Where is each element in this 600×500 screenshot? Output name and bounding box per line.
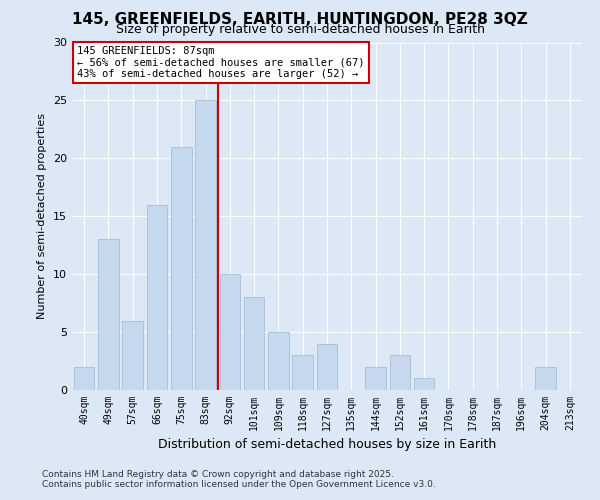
- Y-axis label: Number of semi-detached properties: Number of semi-detached properties: [37, 114, 47, 320]
- Bar: [244, 298, 265, 390]
- Bar: [292, 355, 313, 390]
- Bar: [122, 320, 143, 390]
- Bar: [365, 367, 386, 390]
- Bar: [195, 100, 216, 390]
- Text: 145, GREENFIELDS, EARITH, HUNTINGDON, PE28 3QZ: 145, GREENFIELDS, EARITH, HUNTINGDON, PE…: [72, 12, 528, 28]
- Text: 145 GREENFIELDS: 87sqm
← 56% of semi-detached houses are smaller (67)
43% of sem: 145 GREENFIELDS: 87sqm ← 56% of semi-det…: [77, 46, 365, 79]
- Text: Contains HM Land Registry data © Crown copyright and database right 2025.
Contai: Contains HM Land Registry data © Crown c…: [42, 470, 436, 489]
- Bar: [268, 332, 289, 390]
- Bar: [535, 367, 556, 390]
- Bar: [146, 204, 167, 390]
- Bar: [317, 344, 337, 390]
- Text: Size of property relative to semi-detached houses in Earith: Size of property relative to semi-detach…: [115, 22, 485, 36]
- Bar: [74, 367, 94, 390]
- X-axis label: Distribution of semi-detached houses by size in Earith: Distribution of semi-detached houses by …: [158, 438, 496, 452]
- Bar: [171, 147, 191, 390]
- Bar: [389, 355, 410, 390]
- Bar: [98, 240, 119, 390]
- Bar: [414, 378, 434, 390]
- Bar: [220, 274, 240, 390]
